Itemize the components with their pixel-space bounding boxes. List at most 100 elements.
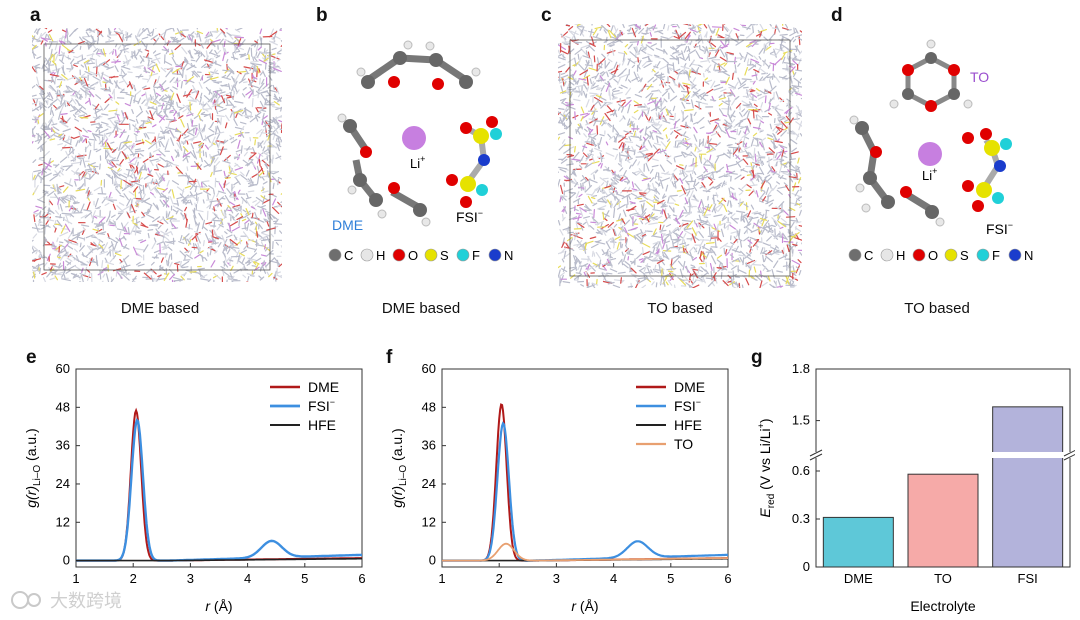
series-line-dme [76,407,362,562]
legend-entry-to: TO [636,436,693,452]
molecule-cloud [32,28,282,282]
series-line-to [442,542,728,562]
atom-legend-entry: H [880,248,905,263]
atom-legend-entry: N [488,248,513,263]
legend-label: HFE [308,417,336,433]
y-axis-label: Ered (V vs Li/Li+) [756,418,777,517]
legend-entry-dme: DME [636,379,705,395]
x-tick-label: 5 [301,571,308,586]
atom-legend-entry: C [328,248,353,263]
y-tick-label: 48 [422,399,436,414]
x-tick-label: 5 [667,571,674,586]
atom-legend-entry: O [392,248,418,263]
plot-frame [441,368,729,568]
y-tick-label: 60 [56,361,70,376]
fsi-anion-d [962,128,1012,212]
x-tick-label: 4 [610,571,617,586]
legend-label: HFE [674,417,702,433]
atom-legend-entry: H [360,248,385,263]
panel-a-caption: DME based [120,300,200,317]
atom-legend-swatch [392,248,406,262]
simulation-box-to [558,24,802,288]
legend-entry-fsi: FSI− [270,397,335,414]
watermark: 大数跨境 [11,591,122,611]
fsi-label-b: FSI− [456,208,483,225]
reduction-potential-chart: DME TO FSI 0 0.3 0.6 1.5 1.8 Electrolyte Ered (V … [756,361,1075,614]
y-tick-label: 0.6 [792,463,810,478]
to-label: TO [970,69,989,85]
x-axis-label: Electrolyte [910,598,976,614]
y-tick-label: 12 [422,514,436,529]
y-tick-label: 24 [56,476,70,491]
axis-break-mark [809,453,823,461]
bar-dme [822,516,894,568]
axis-break-mark [1063,449,1075,457]
dme-molecule-left [337,113,431,227]
y-tick-label: 24 [422,476,436,491]
legend-entry-hfe: HFE [636,417,702,433]
atom-legend-label: N [504,248,513,263]
atom-legend-swatch [328,248,342,262]
atom-legend-swatch [360,248,374,262]
atom-legend-swatch [424,248,438,262]
y-tick-label: 1.5 [792,413,810,428]
fsi-label-d: FSI− [986,220,1013,237]
to-ring-molecule [889,39,973,112]
panel-g-letter: g [751,347,763,368]
atom-legend-entry: S [424,248,449,263]
atom-legend-entry: F [976,248,1000,263]
series-line-fsi [76,417,362,562]
x-tick-label: 3 [553,571,560,586]
atom-legend-label: N [1024,248,1033,263]
bar-to [907,473,979,568]
x-tick-label: 3 [187,571,194,586]
atom-legend-swatch [456,248,470,262]
atom-legend-swatch [944,248,958,262]
y-tick-label: 36 [56,438,70,453]
li-label-d: Li+ [922,166,937,183]
watermark-text: 大数跨境 [50,591,122,611]
legend-entry-dme: DME [270,379,339,395]
panel-e-letter: e [26,347,37,368]
y-tick-label: 60 [422,361,436,376]
panel-b-letter: b [316,5,328,26]
panel-f-letter: f [386,347,393,368]
atom-legend-swatch [976,248,990,262]
y-axis-label: g(r)Li–O (a.u.) [23,428,43,507]
x-tick-label: 4 [244,571,251,586]
atom-legend-label: S [440,248,449,263]
simulation-snapshot-dme [32,28,282,282]
axis-break [810,452,1075,458]
dme-molecule-d [849,115,945,227]
li-label-b: Li+ [410,154,425,171]
x-tick-label: 2 [496,571,503,586]
x-tick-label: 2 [130,571,137,586]
y-tick-label: 0.3 [792,511,810,526]
y-tick-label: 0 [63,553,70,568]
li-ion-b [402,126,426,150]
atom-legend-entry: S [944,248,969,263]
legend-entry-fsi: FSI− [636,397,701,414]
x-tick-label: 1 [438,571,445,586]
axis-break-mark [809,449,823,457]
legend-label: FSI− [674,397,701,414]
fsi-anion-b [446,116,502,208]
panel-b-caption: DME based [381,300,461,317]
dme-label: DME [332,217,363,233]
atom-legend-entry: N [1008,248,1033,263]
x-tick-label: 6 [724,571,731,586]
legend-label: DME [308,379,339,395]
solvation-structure-dme: Li+ DME FSI− C H O S F N [328,40,513,263]
series-line-hfe [76,557,362,562]
legend-entry-hfe: HFE [270,417,336,433]
x-tick-label: DME [844,571,873,586]
y-tick-label: 0 [803,559,810,574]
atom-legend-swatch [1008,248,1022,262]
atom-legend-entry: F [456,248,480,263]
atom-legend-swatch [848,248,862,262]
bar-fsi [992,406,1064,568]
y-tick-label: 36 [422,438,436,453]
atom-legend-entry: C [848,248,873,263]
